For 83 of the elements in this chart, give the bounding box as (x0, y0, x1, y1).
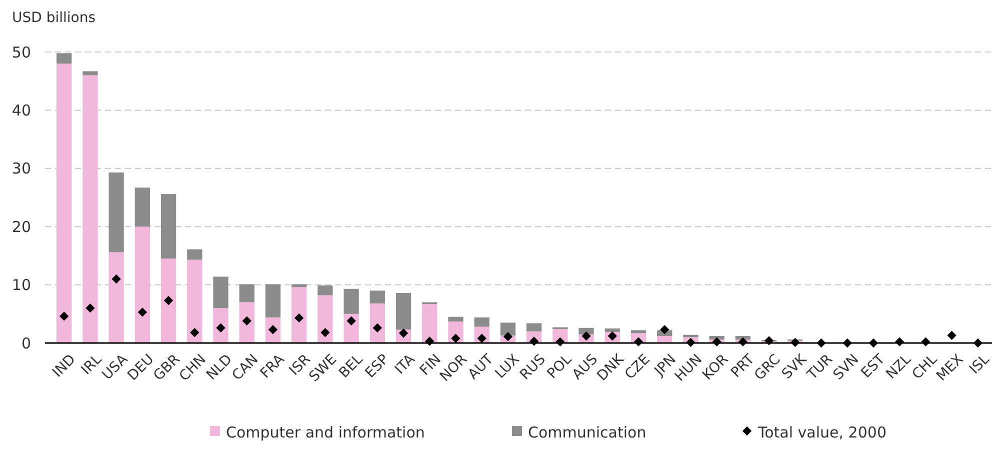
bar (82, 71, 98, 76)
bar (239, 302, 254, 343)
point (112, 274, 121, 284)
bar (344, 314, 359, 343)
point (556, 337, 565, 346)
bar (292, 287, 307, 343)
bar (108, 252, 124, 343)
point (790, 338, 800, 347)
point (712, 337, 722, 346)
legend-label: Total value, 2000 (757, 423, 886, 442)
point (634, 337, 644, 346)
point (503, 332, 513, 342)
legend-label: Computer and information (226, 423, 425, 442)
y-tick-label: 30 (12, 160, 31, 178)
point (947, 330, 956, 340)
y-tick-label: 0 (21, 334, 31, 352)
point (60, 312, 69, 321)
point (582, 331, 591, 341)
bar (344, 288, 359, 314)
y-tick-label: 40 (12, 101, 31, 120)
bar (500, 322, 516, 336)
bar (239, 284, 254, 302)
legend-label: Communication (528, 423, 646, 442)
x-tick-label: NZL (883, 351, 914, 382)
point (451, 334, 460, 343)
x-tick-label: ITA (392, 351, 419, 378)
bar (56, 53, 72, 64)
point (320, 328, 330, 338)
bar (370, 303, 385, 343)
bar (213, 276, 228, 308)
point (921, 337, 930, 346)
point (686, 338, 696, 347)
point (138, 308, 148, 317)
y-axis-title: USD billions (12, 10, 96, 26)
bar (526, 323, 542, 332)
x-tick-label: ESP (362, 351, 392, 382)
point (842, 338, 852, 348)
bar (265, 284, 281, 318)
bar (578, 328, 594, 334)
point (294, 313, 304, 323)
bar (56, 64, 72, 343)
point (894, 337, 904, 346)
bar (134, 188, 150, 227)
bar (709, 336, 724, 340)
bar (422, 304, 438, 343)
bar (735, 336, 750, 340)
point (86, 303, 95, 313)
bar (292, 284, 307, 288)
bar (318, 285, 333, 296)
bar (187, 260, 202, 343)
point (816, 338, 826, 348)
bar (82, 75, 98, 343)
bar (318, 295, 333, 343)
bar (187, 249, 202, 260)
point (764, 336, 774, 346)
bar (396, 292, 412, 330)
point (660, 325, 670, 334)
bar (160, 258, 176, 343)
point (425, 336, 434, 346)
x-tick-label: ISL (966, 351, 993, 378)
point (346, 316, 356, 326)
x-tick-label: FRA (257, 351, 288, 382)
point (242, 316, 252, 326)
x-tick-label: IND (50, 351, 79, 381)
bar (604, 328, 620, 332)
point (164, 296, 174, 306)
bar (474, 317, 490, 327)
y-tick-label: 20 (12, 218, 31, 236)
bar (213, 308, 228, 343)
point (738, 337, 748, 346)
bar (108, 172, 124, 252)
bar (134, 226, 150, 343)
bar (448, 316, 464, 322)
point (190, 328, 200, 338)
y-tick-label: 50 (12, 43, 31, 62)
point (973, 338, 982, 348)
bar (657, 336, 672, 343)
point (868, 338, 878, 348)
bar (630, 330, 646, 334)
point (372, 323, 382, 332)
bar (160, 194, 176, 259)
y-tick-label: 10 (12, 276, 31, 294)
bar (370, 290, 385, 304)
